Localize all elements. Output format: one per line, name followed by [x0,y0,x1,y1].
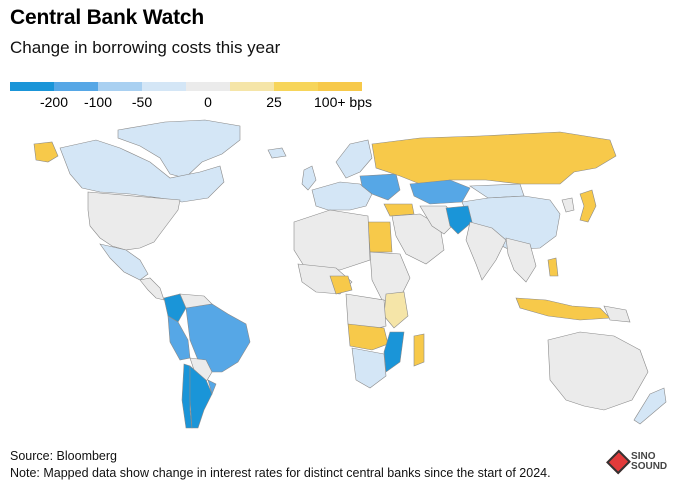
logo-text: SINO SOUND [631,451,668,472]
legend-swatch-5 [186,82,230,91]
region-new-zealand [633,387,667,425]
watermark-logo: SINO SOUND [606,448,690,476]
legend-color-scale [10,82,362,91]
footnote: Note: Mapped data show change in interes… [10,466,551,480]
legend-swatch-1 [10,82,54,91]
region-uruguay [207,379,217,395]
region-mexico [99,243,149,281]
region-peru [167,315,191,361]
region-greenland [117,119,241,179]
legend-label-100plus: 100+ bps [314,94,372,110]
region-usa [87,191,181,251]
region-madagascar [413,333,425,367]
region-russia [371,131,617,185]
legend-label-25: 25 [266,94,282,110]
region-mongolia [469,183,525,199]
legend-label-zero: 0 [204,94,212,110]
legend-label-minus200: -200 [39,94,69,110]
region-middle-east [391,213,445,265]
source-note: Source: Bloomberg [10,449,118,463]
page-title: Central Bank Watch [10,6,204,29]
region-north-africa [293,209,371,271]
page-subtitle: Change in borrowing costs this year [10,38,281,57]
region-southern-africa [351,347,387,389]
region-southeast-asia [505,237,537,283]
region-nigeria [329,275,353,295]
region-scandinavia [335,139,373,179]
region-western-europe [311,181,373,211]
legend-label-minus50: -50 [131,94,153,110]
logo-icon [606,449,631,475]
region-angola-zambia [347,323,389,351]
world-map [33,119,667,429]
region-argentina [189,365,213,429]
region-mozambique [383,331,405,373]
region-alaska [33,141,59,163]
region-pakistan [445,205,473,235]
region-iceland [267,147,287,159]
region-indonesia [515,297,611,321]
region-japan [579,189,597,223]
region-philippines [547,257,559,277]
legend-swatch-6 [230,82,274,91]
legend-swatch-7 [274,82,318,91]
legend-swatch-2 [54,82,98,91]
region-kazakhstan [409,179,471,205]
region-papua [603,305,631,323]
legend-label-minus100: -100 [83,94,113,110]
region-central-america [139,277,165,301]
region-canada [59,139,225,203]
region-australia [547,331,649,411]
legend-swatch-8 [318,82,362,91]
region-india [465,221,507,281]
region-kenya-tanzania [383,291,409,329]
region-egypt [367,221,393,253]
legend-swatch-3 [98,82,142,91]
region-brazil [185,303,251,373]
region-colombia [163,293,187,323]
legend-labels: -200 -100 -50 0 25 100+ bps [10,94,372,114]
region-uk [301,165,317,191]
region-korea [561,197,575,213]
legend-swatch-4 [142,82,186,91]
region-turkey [383,203,415,217]
